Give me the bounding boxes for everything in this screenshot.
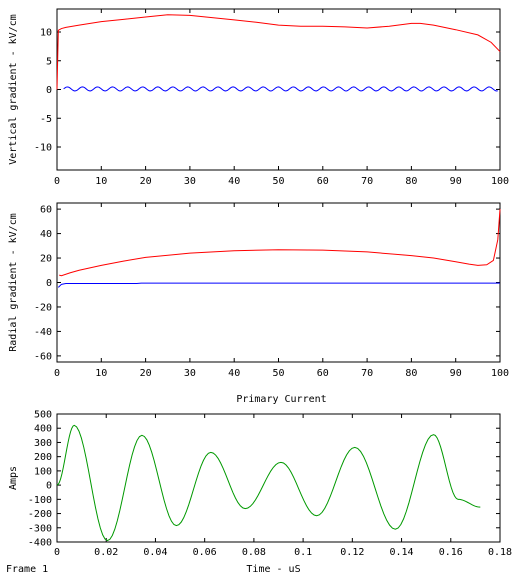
chart1-x-tick-label: 60	[317, 176, 329, 187]
chart3-y-tick-label: -100	[28, 495, 52, 506]
chart1-y-tick-label: 0	[46, 85, 52, 96]
chart2-x-tick-label: 70	[361, 368, 373, 379]
chart3-x-tick-label: 0	[54, 547, 60, 558]
chart2-series-2-line	[57, 282, 500, 288]
chart3-y-tick-label: 200	[34, 452, 52, 463]
chart2-y-tick-label: -60	[34, 351, 52, 362]
chart2-x-tick-label: 40	[228, 368, 240, 379]
chart2-series-1-line	[59, 209, 501, 277]
chart1-x-tick-label: 100	[491, 176, 509, 187]
chart1-x-tick-label: 10	[95, 176, 107, 187]
chart3-y-tick-label: 500	[34, 410, 52, 421]
chart1-y-tick-label: -5	[40, 114, 52, 125]
chart3-x-axis-title: Time - uS	[246, 564, 300, 575]
chart2-y-tick-label: 60	[40, 205, 52, 216]
chart1-x-tick-label: 80	[405, 176, 417, 187]
chart2-y-axis-title: Radial gradient - kV/cm	[8, 213, 19, 351]
frame-label: Frame 1	[6, 564, 49, 575]
chart3-series-1-line	[56, 424, 481, 542]
chart3-x-tick-label: 0.18	[488, 547, 512, 558]
chart2-x-tick-label: 0	[54, 368, 60, 379]
chart1-series-1-line	[56, 14, 501, 90]
chart2-x-tick-label: 100	[491, 368, 509, 379]
chart2-y-tick-label: 20	[40, 254, 52, 265]
chart3-title: Primary Current	[236, 394, 326, 405]
chart3-x-tick-label: 0.08	[242, 547, 266, 558]
chart2-y-tick-label: -40	[34, 327, 52, 338]
chart2-y-tick-label: -20	[34, 302, 52, 313]
chart3-x-tick-label: 0.16	[439, 547, 463, 558]
chart1-y-axis-title: Vertical gradient - kV/cm	[8, 14, 19, 165]
chart3-y-tick-label: 100	[34, 466, 52, 477]
chart3-y-tick-label: -300	[28, 523, 52, 534]
chart3-y-tick-label: 400	[34, 424, 52, 435]
chart3-y-tick-label: -200	[28, 509, 52, 520]
chart3-x-tick-label: 0.04	[143, 547, 167, 558]
chart3-plot-frame	[56, 413, 501, 543]
chart2-x-tick-label: 20	[140, 368, 152, 379]
chart3-y-axis-title: Amps	[8, 466, 19, 490]
chart3-x-tick-label: 0.14	[390, 547, 414, 558]
chart1-x-tick-label: 70	[361, 176, 373, 187]
chart1-series-2-line	[63, 86, 498, 92]
chart2-x-tick-label: 30	[184, 368, 196, 379]
chart3-x-tick-label: 0.06	[193, 547, 217, 558]
chart3-y-tick-label: 300	[34, 438, 52, 449]
chart2-x-tick-label: 90	[450, 368, 462, 379]
chart2-y-tick-label: 40	[40, 229, 52, 240]
chart1-y-tick-label: 5	[46, 56, 52, 67]
chart1-x-tick-label: 50	[272, 176, 284, 187]
chart1-x-tick-label: 40	[228, 176, 240, 187]
chart1-x-tick-label: 20	[140, 176, 152, 187]
chart2-x-tick-label: 80	[405, 368, 417, 379]
chart3-y-tick-label: -400	[28, 538, 52, 549]
chart2-x-tick-label: 50	[272, 368, 284, 379]
chart1-x-tick-label: 90	[450, 176, 462, 187]
chart2-x-tick-label: 60	[317, 368, 329, 379]
chart1-x-tick-label: 30	[184, 176, 196, 187]
chart2-plot-frame	[56, 202, 501, 363]
chart1-y-tick-label: 10	[40, 28, 52, 39]
chart1-y-tick-label: -10	[34, 143, 52, 154]
chart3-x-tick-label: 0.1	[294, 547, 312, 558]
chart1-x-tick-label: 0	[54, 176, 60, 187]
chart2-x-tick-label: 10	[95, 368, 107, 379]
chart2-y-tick-label: 0	[46, 278, 52, 289]
chart3-y-tick-label: 0	[46, 481, 52, 492]
chart3-x-tick-label: 0.12	[340, 547, 364, 558]
chart3-x-tick-label: 0.02	[94, 547, 118, 558]
